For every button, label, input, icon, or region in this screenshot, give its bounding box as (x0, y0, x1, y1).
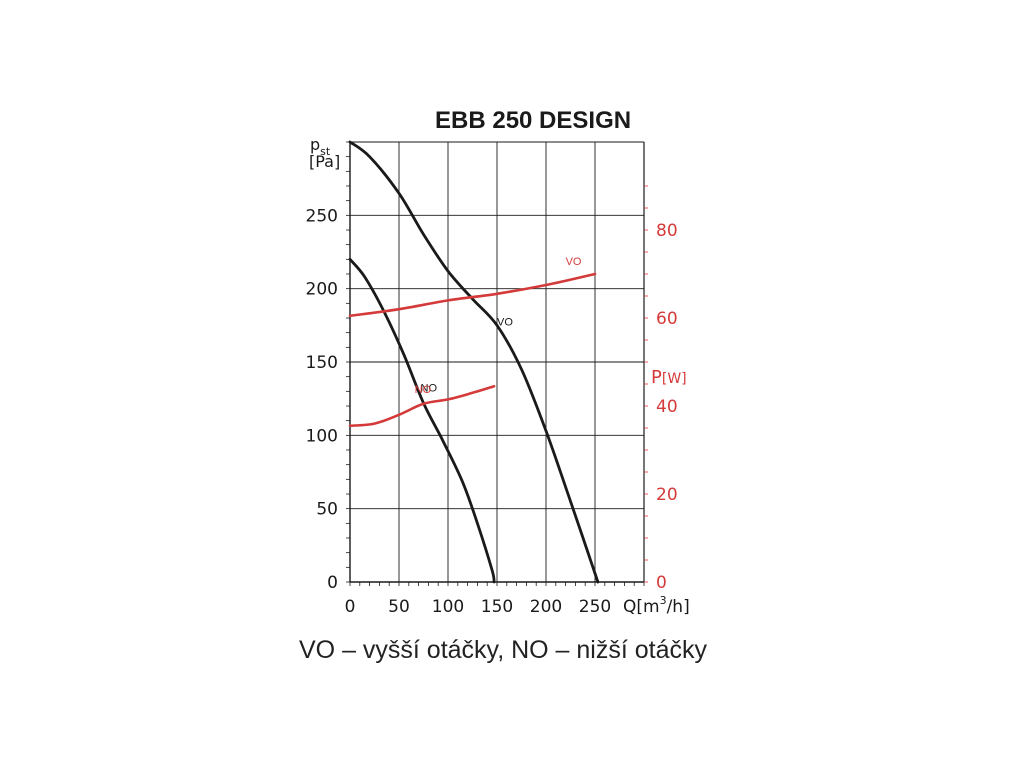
y-tick-label: 250 (306, 206, 338, 226)
x-tick-label: 0 (345, 597, 356, 617)
y2-axis-label: P[W] (651, 367, 687, 388)
x-axis-label-tail: /h] (667, 597, 690, 617)
pressure-curve-no (348, 257, 496, 584)
chart-title: EBB 250 DESIGN (435, 107, 631, 134)
curves (348, 140, 600, 584)
x-tick-label: 50 (388, 597, 410, 617)
y2-axis-label-main: P (651, 367, 662, 388)
y2-tick-label: 40 (656, 397, 678, 417)
pressure-curve-label-no: NO (421, 382, 438, 394)
y-tick-label: 150 (306, 353, 338, 373)
x-axis-label: Q[m3/h] (623, 594, 690, 617)
y-tick-label: 50 (316, 500, 338, 520)
y2-tick-label: 80 (656, 221, 678, 241)
y-tick-label: 200 (306, 280, 338, 300)
x-tick-label: 100 (432, 597, 464, 617)
minor-ticks (346, 141, 648, 586)
x-axis-label-sup: 3 (660, 594, 667, 607)
pressure-curve-vo (348, 140, 600, 584)
power-curve-label-no: NO (415, 384, 432, 396)
x-tick-label: 200 (530, 597, 562, 617)
chart-caption: VO – vyšší otáčky, NO – nižší otáčky (299, 636, 707, 664)
grid (349, 141, 645, 583)
y-axis-label-main: p (310, 135, 320, 154)
y2-tick-label: 60 (656, 309, 678, 329)
y-axis-label-sub: st (320, 145, 331, 158)
y-axis-label: pst (310, 135, 331, 158)
labels: 0 50 100 150 200 250 0 20 40 60 80 0 50 100 150 200 250 V… (306, 206, 678, 617)
power-curve-no (348, 384, 496, 428)
power-curve-label-vo: VO (566, 256, 582, 268)
y2-axis-label-unit: [W] (662, 371, 687, 387)
y2-tick-label: 20 (656, 485, 678, 505)
pressure-curve-label-vo: VO (497, 316, 513, 328)
y-tick-label: 100 (306, 426, 338, 446)
x-tick-label: 250 (579, 597, 611, 617)
power-curve-vo (348, 272, 597, 318)
x-axis-label-main: Q[m (623, 597, 660, 617)
y2-tick-label: 0 (656, 573, 667, 593)
x-tick-label: 150 (481, 597, 513, 617)
y-tick-label: 0 (327, 573, 338, 593)
y-axis-unit: [Pa] (309, 152, 340, 171)
